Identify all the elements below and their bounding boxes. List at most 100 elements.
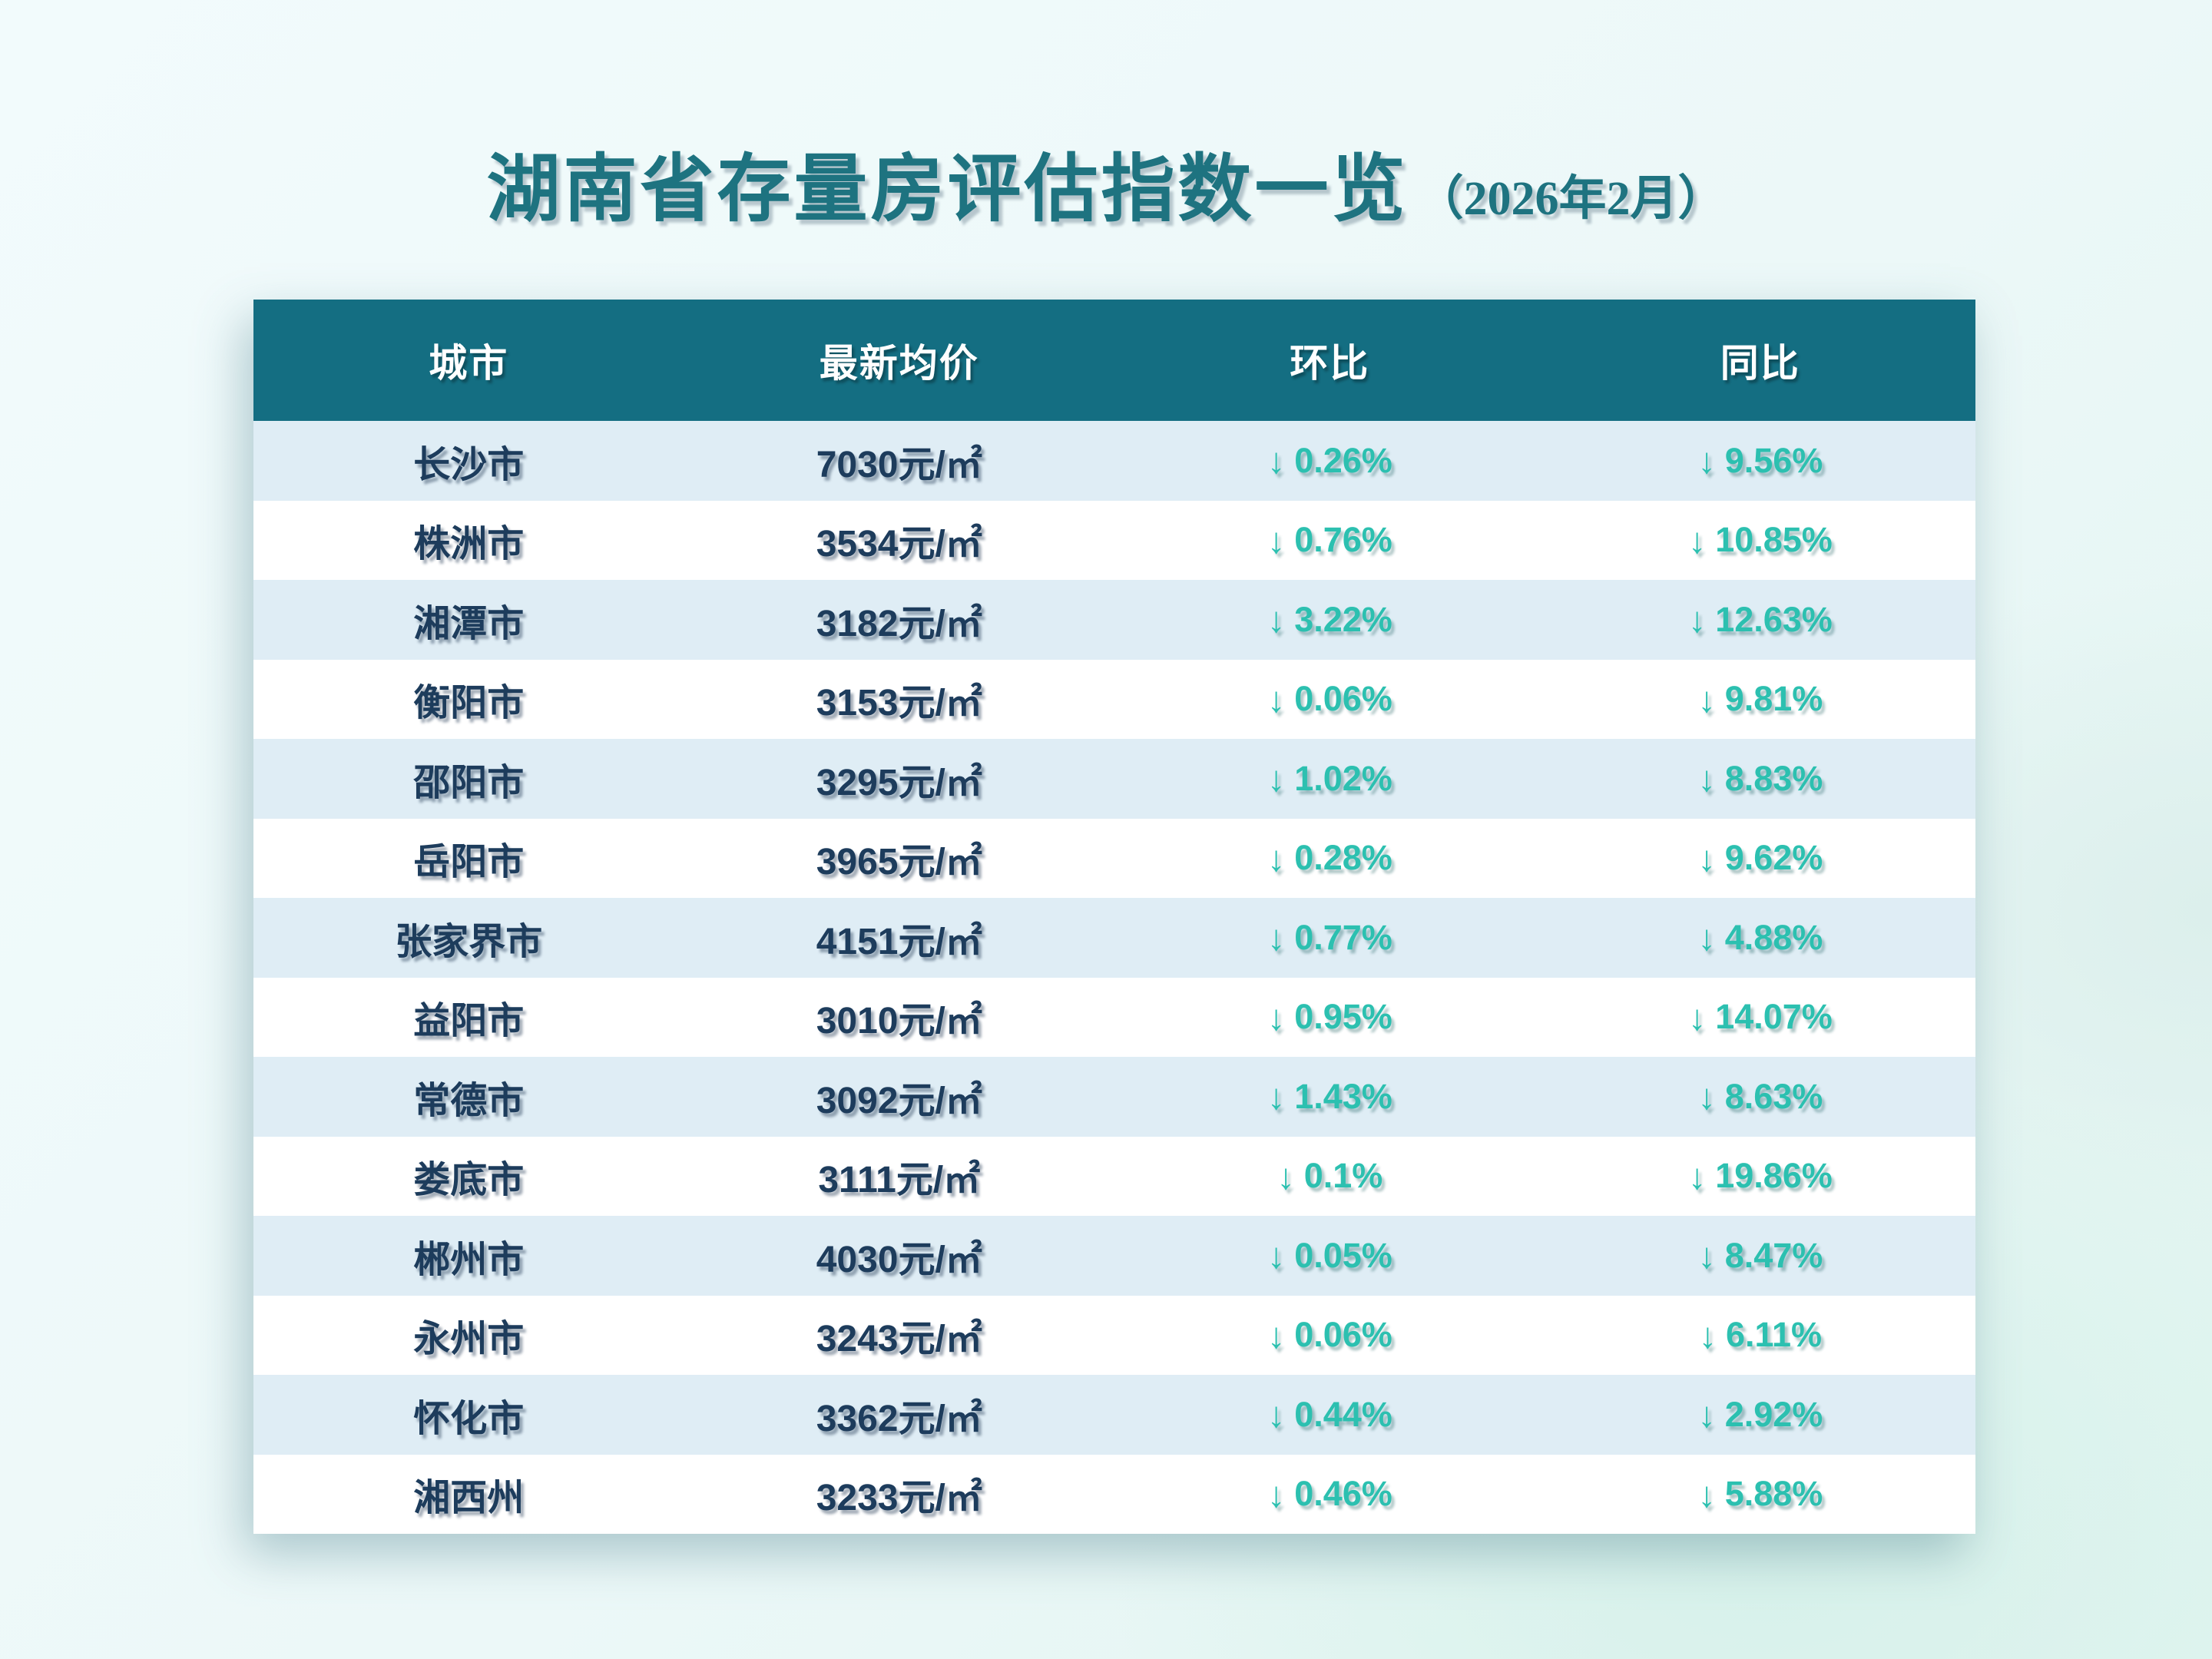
down-arrow-icon: ↓ (1267, 1076, 1286, 1118)
yoy-cell: ↓ 9.81% (1545, 660, 1976, 740)
yoy-value: 8.63% (1724, 1076, 1823, 1116)
mom-cell: ↓ 0.76% (1114, 501, 1545, 581)
mom-value: 0.06% (1294, 1315, 1392, 1355)
yoy-cell: ↓ 9.56% (1545, 421, 1976, 501)
yoy-cell: ↓ 6.11% (1545, 1296, 1976, 1376)
city-cell: 岳阳市 (413, 842, 525, 883)
mom-value: 0.1% (1303, 1156, 1383, 1196)
yoy-value: 14.07% (1715, 997, 1833, 1037)
yoy-cell: ↓ 12.63% (1545, 580, 1976, 660)
city-cell: 郴州市 (413, 1239, 525, 1280)
down-arrow-icon: ↓ (1698, 1314, 1717, 1356)
mom-cell: ↓ 0.06% (1114, 660, 1545, 740)
mom-value: 0.44% (1294, 1394, 1392, 1434)
mom-cell: ↓ 0.05% (1114, 1216, 1545, 1296)
city-cell: 湘西州 (413, 1478, 525, 1519)
price-cell: 3111元/㎡ (818, 1160, 981, 1201)
mom-value: 0.26% (1294, 440, 1392, 480)
mom-value: 0.28% (1294, 838, 1392, 878)
down-arrow-icon: ↓ (1267, 599, 1286, 641)
down-arrow-icon: ↓ (1267, 917, 1286, 959)
mom-cell: ↓ 0.77% (1114, 898, 1545, 978)
city-cell: 衡阳市 (413, 683, 525, 724)
yoy-value: 5.88% (1724, 1474, 1823, 1514)
city-cell: 湘潭市 (413, 603, 525, 644)
down-arrow-icon: ↓ (1267, 1235, 1286, 1277)
price-cell: 3295元/㎡ (816, 762, 982, 803)
yoy-cell: ↓ 8.63% (1545, 1057, 1976, 1137)
table-row: 株洲市 3534元/㎡ ↓ 0.76% ↓ 10.85% (253, 500, 1976, 581)
price-index-table: 城市 最新均价 环比 同比 长沙市 7030元/㎡ ↓ 0.26% ↓ 9.56% … (253, 300, 1975, 1534)
yoy-value: 12.63% (1715, 599, 1833, 639)
mom-value: 0.76% (1294, 520, 1392, 560)
mom-cell: ↓ 0.1% (1114, 1137, 1545, 1217)
yoy-cell: ↓ 9.62% (1545, 819, 1976, 899)
mom-value: 1.43% (1294, 1076, 1392, 1116)
yoy-value: 19.86% (1715, 1156, 1833, 1196)
down-arrow-icon: ↓ (1277, 1155, 1295, 1197)
city-cell: 株洲市 (413, 524, 525, 565)
yoy-cell: ↓ 2.92% (1545, 1375, 1976, 1455)
yoy-value: 9.62% (1724, 838, 1823, 878)
down-arrow-icon: ↓ (1697, 1473, 1716, 1515)
yoy-value: 4.88% (1724, 917, 1823, 957)
yoy-cell: ↓ 10.85% (1545, 501, 1976, 581)
mom-value: 0.46% (1294, 1474, 1392, 1514)
down-arrow-icon: ↓ (1267, 678, 1286, 720)
city-cell: 益阳市 (413, 1001, 525, 1042)
city-cell: 娄底市 (413, 1160, 525, 1201)
mom-value: 0.05% (1294, 1235, 1392, 1275)
down-arrow-icon: ↓ (1697, 1235, 1716, 1277)
down-arrow-icon: ↓ (1267, 440, 1286, 482)
yoy-cell: ↓ 5.88% (1545, 1455, 1976, 1535)
yoy-value: 8.47% (1724, 1235, 1823, 1275)
down-arrow-icon: ↓ (1267, 1314, 1286, 1356)
table-row: 邵阳市 3295元/㎡ ↓ 1.02% ↓ 8.83% (253, 739, 1975, 819)
yoy-cell: ↓ 19.86% (1545, 1137, 1976, 1217)
mom-cell: ↓ 0.95% (1114, 978, 1545, 1058)
down-arrow-icon: ↓ (1267, 1394, 1286, 1435)
mom-cell: ↓ 0.44% (1114, 1375, 1545, 1455)
page-title: 湖南省存量房评估指数一览 （2026年2月） (0, 129, 2212, 236)
down-arrow-icon: ↓ (1697, 917, 1716, 959)
mom-cell: ↓ 1.02% (1114, 739, 1545, 819)
table-row: 岳阳市 3965元/㎡ ↓ 0.28% ↓ 9.62% (253, 818, 1976, 899)
column-header-city: 城市 (429, 342, 509, 385)
table-row: 怀化市 3362元/㎡ ↓ 0.44% ↓ 2.92% (253, 1375, 1975, 1455)
yoy-value: 9.81% (1724, 679, 1823, 719)
down-arrow-icon: ↓ (1697, 837, 1716, 879)
price-cell: 3233元/㎡ (816, 1478, 982, 1519)
table-body: 长沙市 7030元/㎡ ↓ 0.26% ↓ 9.56% 株洲市 3534元/㎡ ↓ 0… (253, 421, 1975, 1534)
mom-cell: ↓ 0.26% (1114, 421, 1545, 501)
mom-value: 0.77% (1294, 917, 1392, 957)
down-arrow-icon: ↓ (1267, 996, 1286, 1038)
city-cell: 长沙市 (413, 444, 525, 485)
column-header-price: 最新均价 (819, 342, 979, 385)
down-arrow-icon: ↓ (1267, 758, 1286, 800)
price-cell: 3362元/㎡ (816, 1398, 982, 1439)
price-cell: 3243元/㎡ (816, 1319, 982, 1360)
table-row: 常德市 3092元/㎡ ↓ 1.43% ↓ 8.63% (253, 1057, 1975, 1137)
table-row: 湘潭市 3182元/㎡ ↓ 3.22% ↓ 12.63% (253, 580, 1975, 660)
yoy-value: 2.92% (1724, 1394, 1823, 1434)
yoy-value: 9.56% (1724, 440, 1823, 480)
city-cell: 怀化市 (413, 1398, 525, 1439)
price-cell: 3965元/㎡ (816, 842, 982, 883)
down-arrow-icon: ↓ (1687, 996, 1707, 1038)
column-header-mom: 环比 (1290, 342, 1370, 385)
price-cell: 3092元/㎡ (816, 1080, 982, 1121)
down-arrow-icon: ↓ (1687, 1155, 1707, 1197)
price-cell: 4151元/㎡ (816, 921, 982, 962)
mom-value: 3.22% (1294, 599, 1392, 639)
down-arrow-icon: ↓ (1687, 599, 1707, 641)
mom-cell: ↓ 1.43% (1114, 1057, 1545, 1137)
table-row: 长沙市 7030元/㎡ ↓ 0.26% ↓ 9.56% (253, 421, 1975, 501)
table-row: 益阳市 3010元/㎡ ↓ 0.95% ↓ 14.07% (253, 977, 1975, 1058)
city-cell: 邵阳市 (413, 762, 525, 803)
down-arrow-icon: ↓ (1687, 519, 1707, 561)
yoy-value: 10.85% (1715, 520, 1833, 560)
table-row: 娄底市 3111元/㎡ ↓ 0.1% ↓ 19.86% (253, 1136, 1976, 1217)
price-cell: 3182元/㎡ (816, 603, 982, 644)
page-title-main: 湖南省存量房评估指数一览 (486, 148, 1409, 230)
price-cell: 3534元/㎡ (816, 524, 982, 565)
